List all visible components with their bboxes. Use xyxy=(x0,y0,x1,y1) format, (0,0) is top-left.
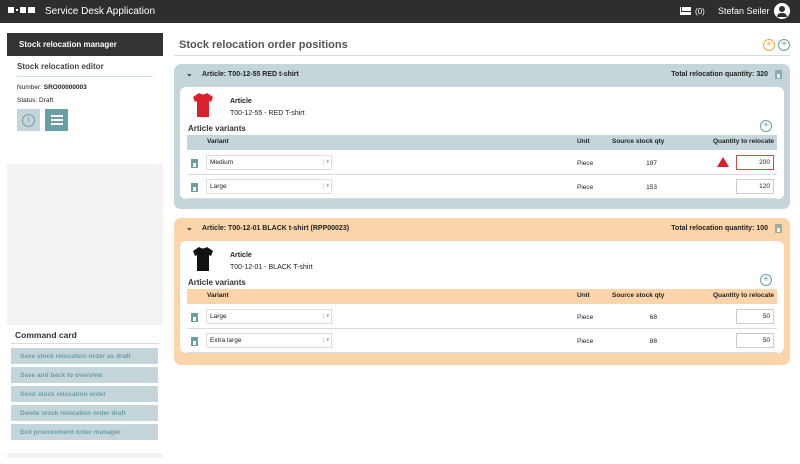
send-order-button[interactable]: Send stock relocation order xyxy=(11,386,158,402)
col-variant: Variant xyxy=(207,292,229,299)
article-card: ⌄ Article: T00-12-55 RED t-shirt Total r… xyxy=(174,64,790,209)
quantity-input[interactable]: 50 xyxy=(736,309,774,324)
source-qty: 88 xyxy=(649,338,657,345)
variants-title: Article variants xyxy=(188,124,246,133)
mail-count[interactable]: (0) xyxy=(695,7,705,16)
delete-draft-button[interactable]: Delete stock relocation order draft xyxy=(11,405,158,421)
user-avatar-icon[interactable] xyxy=(774,3,790,19)
unit: Piece xyxy=(577,338,594,345)
add-orange-icon[interactable]: + xyxy=(763,39,775,51)
warning-icon xyxy=(717,157,729,167)
logo xyxy=(8,7,35,13)
add-variant-icon[interactable]: + xyxy=(760,274,772,286)
col-source: Source stock qty xyxy=(612,292,665,299)
chevron-down-icon[interactable]: ⌄ xyxy=(186,223,193,232)
article-name: T00-12-01 - BLACK T-shirt xyxy=(230,264,313,271)
sidebar: Stock relocation manager Stock relocatio… xyxy=(7,33,163,458)
trash-icon[interactable] xyxy=(191,337,198,346)
exit-manager-button[interactable]: Exit procurement order manager xyxy=(11,424,158,440)
card-body: Article T00-12-55 - RED T-shirt Article v… xyxy=(180,87,784,199)
main-content: Stock relocation order positions + + ⌄ A… xyxy=(174,33,790,365)
table-row: Medium Piece 187 200 xyxy=(187,152,777,175)
card-title: Article: T00-12-55 RED t-shirt xyxy=(202,71,299,78)
col-source: Source stock qty xyxy=(612,138,665,145)
editor-title: Stock relocation editor xyxy=(17,62,153,77)
editor-panel: Stock relocation editor Number: SRO00000… xyxy=(7,56,163,164)
sidebar-title: Stock relocation manager xyxy=(7,33,163,56)
table-row: Large Piece 153 120 xyxy=(187,176,777,199)
card-header[interactable]: ⌄ Article: T00-12-01 BLACK t-shirt (RPP0… xyxy=(180,218,784,241)
trash-icon[interactable] xyxy=(191,313,198,322)
command-card: Command card Save stock relocation order… xyxy=(7,325,163,453)
number-label: Number: xyxy=(17,84,42,91)
order-number: Number: SRO00000003 xyxy=(17,84,153,91)
info-icon: i xyxy=(22,113,35,127)
total-quantity: Total relocation quantity: 320 xyxy=(671,71,768,78)
trash-icon[interactable] xyxy=(191,159,198,168)
col-qty: Quantity to relocate xyxy=(712,292,774,299)
table-header: Variant Unit Source stock qty Quantity t… xyxy=(187,135,777,150)
variant-select[interactable]: Large xyxy=(206,309,332,324)
variant-select[interactable]: Extra large xyxy=(206,333,332,348)
command-card-title: Command card xyxy=(11,330,159,344)
article-label: Article xyxy=(230,252,252,259)
tshirt-image xyxy=(193,247,213,271)
source-qty: 68 xyxy=(649,314,657,321)
quantity-input[interactable]: 120 xyxy=(736,179,774,194)
unit: Piece xyxy=(577,184,594,191)
mail-icon[interactable] xyxy=(680,7,691,15)
add-article-icon[interactable]: + xyxy=(778,39,790,51)
quantity-input[interactable]: 50 xyxy=(736,333,774,348)
article-name: T00-12-55 - RED T-shirt xyxy=(230,110,305,117)
source-qty: 153 xyxy=(646,184,657,191)
variant-select[interactable]: Large xyxy=(206,179,332,194)
card-title: Article: T00-12-01 BLACK t-shirt (RPP000… xyxy=(202,225,350,232)
trash-icon[interactable] xyxy=(775,70,782,79)
app-title: Service Desk Application xyxy=(45,6,156,17)
list-icon xyxy=(50,115,63,125)
quantity-input[interactable]: 200 xyxy=(736,155,774,170)
table-row: Extra large Piece 88 50 xyxy=(187,330,777,353)
status-label: Status: xyxy=(17,97,38,104)
tshirt-image xyxy=(193,93,213,117)
source-qty: 187 xyxy=(646,160,657,167)
trash-icon[interactable] xyxy=(775,224,782,233)
unit: Piece xyxy=(577,314,594,321)
unit: Piece xyxy=(577,160,594,167)
total-quantity: Total relocation quantity: 100 xyxy=(671,225,768,232)
list-button[interactable] xyxy=(45,109,68,131)
variants-title: Article variants xyxy=(188,278,246,287)
col-unit: Unit xyxy=(577,292,590,299)
article-label: Article xyxy=(230,98,252,105)
number-value: SRO00000003 xyxy=(43,84,87,91)
variant-select[interactable]: Medium xyxy=(206,155,332,170)
card-body: Article T00-12-01 - BLACK T-shirt Article… xyxy=(180,241,784,353)
col-qty: Quantity to relocate xyxy=(712,138,774,145)
save-draft-button[interactable]: Save stock relocation order as draft xyxy=(11,348,158,364)
order-status: Status: Draft xyxy=(17,97,153,104)
col-variant: Variant xyxy=(207,138,229,145)
table-header: Variant Unit Source stock qty Quantity t… xyxy=(187,289,777,304)
table-row: Large Piece 68 50 xyxy=(187,306,777,329)
article-card: ⌄ Article: T00-12-01 BLACK t-shirt (RPP0… xyxy=(174,218,790,365)
info-button[interactable]: i xyxy=(17,109,40,131)
status-value: Draft xyxy=(39,97,54,104)
save-back-button[interactable]: Save and back to overview xyxy=(11,367,158,383)
col-unit: Unit xyxy=(577,138,590,145)
add-variant-icon[interactable]: + xyxy=(760,120,772,132)
user-name[interactable]: Stefan Seiler xyxy=(718,6,770,16)
top-bar: Service Desk Application (0) Stefan Seil… xyxy=(0,0,800,23)
card-header[interactable]: ⌄ Article: T00-12-55 RED t-shirt Total r… xyxy=(180,64,784,87)
chevron-down-icon[interactable]: ⌄ xyxy=(186,69,193,78)
page-title: Stock relocation order positions xyxy=(174,33,790,56)
trash-icon[interactable] xyxy=(191,183,198,192)
